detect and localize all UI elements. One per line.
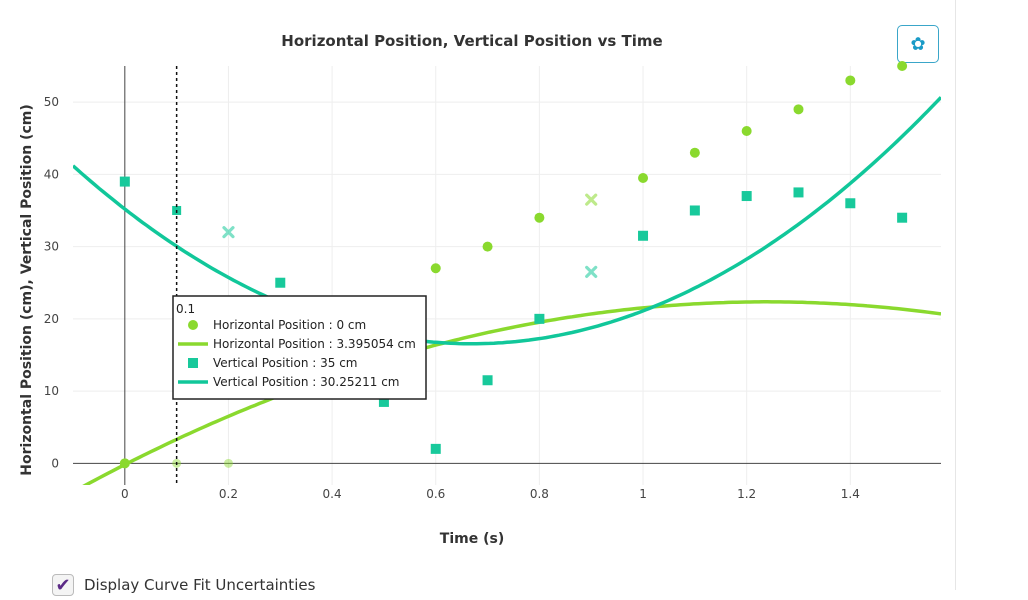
chart[interactable]: 0 10 20 30 40 50 0 0.2 0.4 0.6 0.8 1 1.2 1.4 Horizont… xyxy=(0,0,950,570)
curve-fits xyxy=(73,96,941,485)
fit-line-vertical xyxy=(73,96,941,346)
horizontal-point[interactable] xyxy=(741,126,752,137)
vertical-point[interactable] xyxy=(897,212,908,223)
vertical-point[interactable] xyxy=(534,313,545,324)
fit-line-horizontal xyxy=(82,300,941,485)
y-tick-label: 10 xyxy=(44,384,59,398)
tooltip-swatch xyxy=(188,320,198,330)
y-tick-label: 40 xyxy=(44,167,59,181)
x-tick-label: 1 xyxy=(639,487,647,501)
y-tick-label: 30 xyxy=(44,240,59,254)
horizontal-point[interactable] xyxy=(845,75,856,86)
horizontal-point[interactable] xyxy=(638,172,649,183)
vertical-point[interactable] xyxy=(275,277,286,288)
vertical-point[interactable] xyxy=(119,176,130,187)
x-tick-label: 0.6 xyxy=(426,487,445,501)
tooltip-swatch xyxy=(188,358,198,368)
horizontal-point[interactable] xyxy=(897,61,908,71)
vertical-point[interactable] xyxy=(430,443,441,454)
y-tick-label: 0 xyxy=(51,456,59,470)
vertical-point[interactable] xyxy=(482,375,493,386)
checkmark-icon: ✔ xyxy=(55,574,71,595)
horizontal-point[interactable] xyxy=(119,458,130,469)
tooltip-row-text: Horizontal Position : 3.395054 cm xyxy=(213,337,416,351)
vertical-point[interactable] xyxy=(845,198,856,209)
y-tick-label: 50 xyxy=(44,95,59,109)
x-tick-label: 1.2 xyxy=(737,487,756,501)
horizontal-point-excluded[interactable] xyxy=(223,458,233,468)
tick-labels: 0 10 20 30 40 50 0 0.2 0.4 0.6 0.8 1 1.2 1.4 xyxy=(44,95,860,501)
panel-divider xyxy=(955,0,956,590)
horizontal-point[interactable] xyxy=(534,212,545,223)
horizontal-point[interactable] xyxy=(482,241,493,252)
x-tick-label: 0.2 xyxy=(219,487,238,501)
horizontal-point-excluded[interactable] xyxy=(585,193,598,206)
uncertainty-checkbox[interactable]: ✔ xyxy=(52,574,74,596)
vertical-point[interactable] xyxy=(793,187,804,198)
uncertainty-option[interactable]: ✔ Display Curve Fit Uncertainties xyxy=(52,570,315,600)
x-tick-label: 0 xyxy=(121,487,129,501)
x-axis-label: Time (s) xyxy=(440,531,504,547)
data-points[interactable] xyxy=(119,61,908,469)
tooltip-row-text: Horizontal Position : 0 cm xyxy=(213,318,366,332)
horizontal-point[interactable] xyxy=(793,104,804,115)
vertical-point-excluded[interactable] xyxy=(222,226,235,239)
y-axis-label: Horizontal Position (cm), Vertical Posit… xyxy=(19,104,35,475)
hover-tooltip: 0.1 Horizontal Position : 0 cm Horizontal … xyxy=(172,295,427,400)
vertical-point-excluded[interactable] xyxy=(585,265,598,278)
chart-axes xyxy=(73,66,941,485)
chart-title: Horizontal Position, Vertical Position v… xyxy=(281,32,662,50)
horizontal-point[interactable] xyxy=(689,147,700,158)
x-tick-label: 1.4 xyxy=(841,487,860,501)
horizontal-point[interactable] xyxy=(430,263,441,274)
vertical-point[interactable] xyxy=(378,396,389,407)
tooltip-row-text: Vertical Position : 30.25211 cm xyxy=(213,375,400,389)
y-tick-label: 20 xyxy=(44,312,59,326)
uncertainty-label: Display Curve Fit Uncertainties xyxy=(84,576,316,594)
tooltip-header: 0.1 xyxy=(176,302,195,316)
gear-icon: ✿ xyxy=(910,34,926,54)
vertical-point[interactable] xyxy=(741,191,752,202)
settings-button[interactable]: ✿ xyxy=(897,25,939,63)
x-tick-label: 0.4 xyxy=(323,487,342,501)
vertical-point[interactable] xyxy=(689,205,700,216)
vertical-point[interactable] xyxy=(638,230,649,241)
tooltip-box xyxy=(172,295,427,400)
x-tick-label: 0.8 xyxy=(530,487,549,501)
tooltip-row-text: Vertical Position : 35 cm xyxy=(213,356,358,370)
chart-grid xyxy=(73,66,941,485)
